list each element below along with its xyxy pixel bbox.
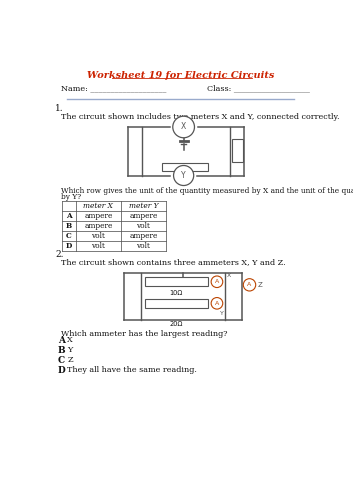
Text: X: X xyxy=(67,336,73,344)
Text: A: A xyxy=(215,280,219,284)
Text: D: D xyxy=(66,242,72,250)
Text: Which ammeter has the largest reading?: Which ammeter has the largest reading? xyxy=(61,330,228,338)
Text: X: X xyxy=(181,122,186,132)
Text: Name: ___________________: Name: ___________________ xyxy=(61,84,167,92)
Text: ampere: ampere xyxy=(84,212,113,220)
Text: 2.: 2. xyxy=(55,250,64,258)
Text: 1.: 1. xyxy=(55,104,64,113)
Text: The circuit shown contains three ammeters X, Y and Z.: The circuit shown contains three ammeter… xyxy=(61,258,286,266)
Text: They all have the same reading.: They all have the same reading. xyxy=(67,366,197,374)
Text: B: B xyxy=(58,346,66,355)
Text: Y: Y xyxy=(181,171,186,180)
Bar xyxy=(162,163,208,171)
Text: ampere: ampere xyxy=(84,222,113,230)
Text: 10Ω: 10Ω xyxy=(170,290,183,296)
Text: volt: volt xyxy=(136,242,150,250)
Text: Which row gives the unit of the quantity measured by X and the unit of the quant: Which row gives the unit of the quantity… xyxy=(61,187,353,195)
Text: A: A xyxy=(215,301,219,306)
Text: A: A xyxy=(247,282,252,288)
Text: ampere: ampere xyxy=(129,232,157,240)
Circle shape xyxy=(173,116,195,138)
Bar xyxy=(145,277,208,286)
Text: meter Y: meter Y xyxy=(128,202,158,210)
Text: A: A xyxy=(66,212,72,220)
Circle shape xyxy=(243,278,256,291)
Circle shape xyxy=(211,298,223,309)
Text: Y: Y xyxy=(220,311,224,316)
Text: by Y?: by Y? xyxy=(61,193,81,201)
Text: volt: volt xyxy=(91,232,105,240)
Text: B: B xyxy=(66,222,72,230)
Bar xyxy=(232,138,243,162)
Text: The circuit shown includes two meters X and Y, connected correctly.: The circuit shown includes two meters X … xyxy=(61,113,340,121)
Circle shape xyxy=(174,166,194,186)
Text: volt: volt xyxy=(91,242,105,250)
Text: meter X: meter X xyxy=(83,202,113,210)
Text: Y: Y xyxy=(67,346,73,354)
Text: ampere: ampere xyxy=(129,212,157,220)
Text: X: X xyxy=(227,273,231,278)
Bar xyxy=(145,298,208,308)
Text: volt: volt xyxy=(136,222,150,230)
Text: Class: ___________________: Class: ___________________ xyxy=(207,84,310,92)
Text: Worksheet 19 for Electric Circuits: Worksheet 19 for Electric Circuits xyxy=(87,71,275,80)
Text: A: A xyxy=(58,336,65,345)
Text: 20Ω: 20Ω xyxy=(169,321,183,327)
Text: D: D xyxy=(58,366,66,375)
Text: C: C xyxy=(58,356,65,365)
Text: Z: Z xyxy=(67,356,73,364)
Circle shape xyxy=(211,276,223,287)
Text: C: C xyxy=(66,232,72,240)
Text: Z: Z xyxy=(258,282,263,288)
